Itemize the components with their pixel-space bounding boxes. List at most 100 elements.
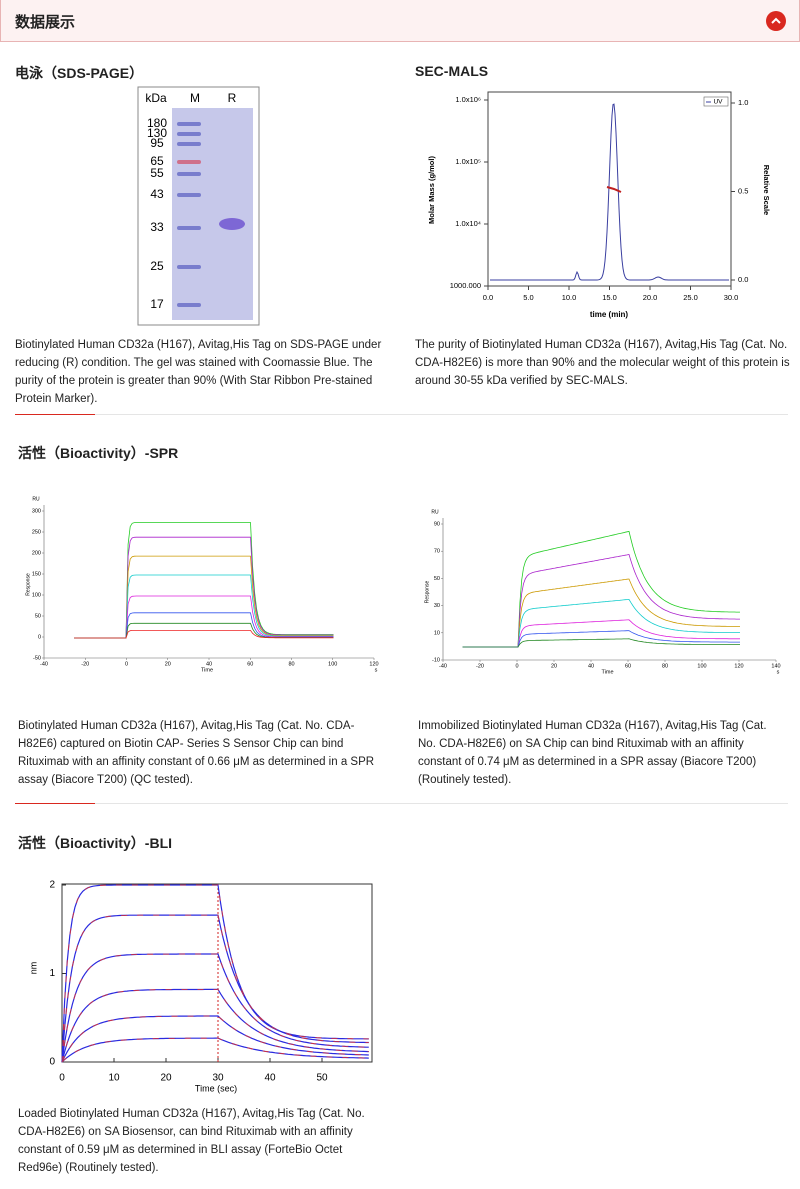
curve [74,522,334,639]
label: 250 [32,529,41,535]
label: 300 [32,508,41,514]
label: 50 [35,613,41,619]
header-bar: 数据展示 [0,0,800,42]
label: Time [601,669,613,675]
curve [61,914,369,1063]
label: R [228,91,237,105]
caption: Loaded Biotinylated Human CD32a (H167), … [18,1108,365,1174]
chevron-icon [771,17,781,24]
caption: Immobilized Biotinylated Human CD32a (H1… [418,720,767,786]
curve [74,536,334,639]
curve [462,578,740,648]
label: 0.5 [738,186,748,195]
label: 1 [49,968,55,979]
marker-band [177,142,201,146]
label: 20 [165,661,171,667]
label: 100 [697,663,706,669]
marker-band [177,160,201,164]
label: 10 [434,630,440,636]
label: 100 [328,661,337,667]
label: -20 [81,661,89,667]
label: 10.0 [562,293,577,302]
label: Molar Mass (g/mol) [427,156,436,224]
marker-band [177,226,201,230]
divider [15,414,788,415]
label: 0 [59,1073,65,1084]
label: UV [713,99,723,106]
curve [462,554,740,648]
label: M [190,91,200,105]
label: 90 [434,521,440,527]
label: s [375,667,378,673]
section-title: 活性（Bioactivity）-SPR [18,445,179,461]
label: 25 [150,259,164,273]
label: 55 [150,166,164,180]
label: 17 [150,297,164,311]
label: -50 [33,655,41,661]
label: Response [25,573,31,596]
section-title: 活性（Bioactivity）-BLI [18,835,173,851]
marker-band [177,193,201,197]
curve [61,953,369,1063]
curve [61,1015,369,1063]
caption: The purity of Biotinylated Human CD32a (… [415,339,790,387]
label: 140 [771,663,780,669]
label: 60 [625,663,631,669]
label: 70 [434,549,440,555]
label: -10 [432,657,440,663]
curve [462,598,740,648]
bli-plot [61,883,373,1063]
marker-band [177,132,201,136]
marker-band [177,303,201,307]
label: Time (sec) [195,1083,237,1093]
label: 1000.000 [450,281,481,290]
label: 30 [434,603,440,609]
curve [61,1037,369,1063]
section-title: SEC-MALS [415,63,489,79]
label: 43 [150,187,164,201]
label: 150 [32,571,41,577]
section-title: 电泳（SDS-PAGE） [15,65,144,81]
curve [74,595,334,639]
label: 100 [32,592,41,598]
curve [61,989,369,1063]
legend-box [703,96,729,107]
label: 65 [150,154,164,168]
label: time (min) [590,310,629,319]
curve [462,530,740,648]
divider [15,803,788,804]
label: s [777,669,780,675]
label: 5.0 [523,293,533,302]
label: 25.0 [683,293,698,302]
label: 30.0 [724,293,739,302]
label: 1.0 [738,98,748,107]
label: 1.0x10⁶ [455,95,481,104]
label: 2 [49,880,55,891]
label: 40 [588,663,594,669]
label: 20 [551,663,557,669]
label: 30 [212,1073,224,1084]
label: 50 [434,576,440,582]
curve [74,555,334,639]
label: 40 [264,1073,276,1084]
label: 1.0x10⁴ [455,219,481,228]
label: Relative Scale [762,165,771,215]
label: RU [431,509,439,515]
header-title: 数据展示 [15,14,76,31]
label: 20 [160,1073,172,1084]
collapse-button[interactable] [766,11,786,31]
label: 10 [108,1073,120,1084]
label: 0 [38,634,41,640]
label: 80 [662,663,668,669]
curve [462,638,740,648]
label: 0.0 [738,275,748,284]
sec-plot [487,91,732,287]
label: 200 [32,550,41,556]
curve [74,574,334,639]
curve [606,186,622,193]
gel [172,108,253,320]
label: 0.0 [483,293,493,302]
marker-band [177,265,201,269]
